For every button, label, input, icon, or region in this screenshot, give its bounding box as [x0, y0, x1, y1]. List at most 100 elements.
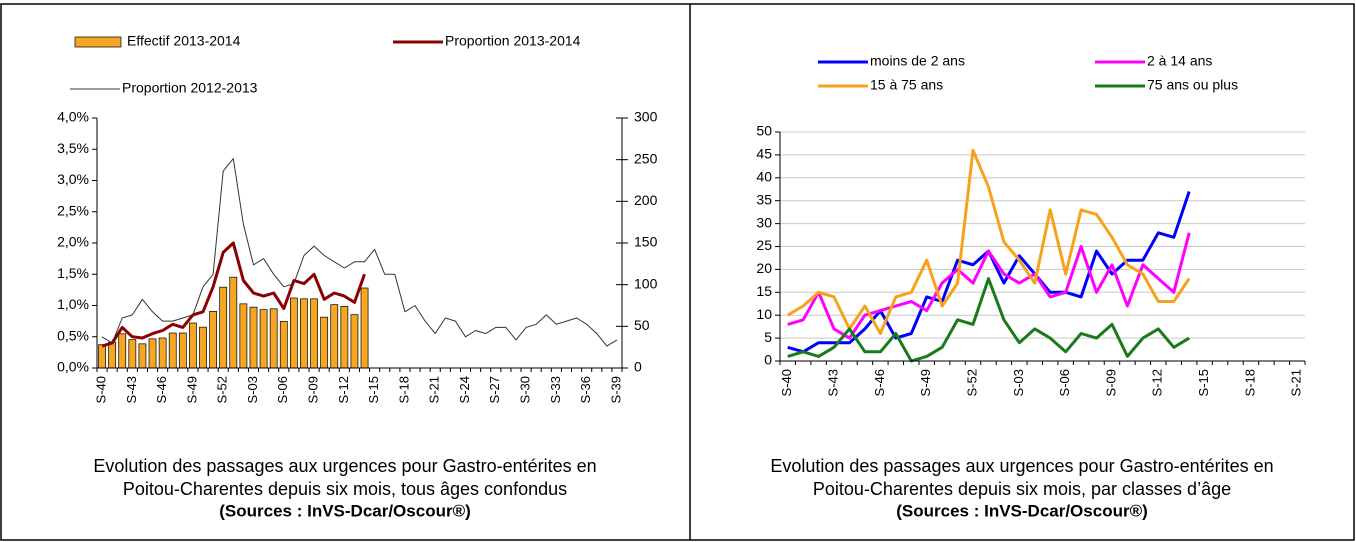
y-tick-label: 2,0% — [57, 234, 89, 250]
bar — [259, 309, 268, 369]
x-tick-label: S-52 — [215, 376, 230, 403]
bar — [108, 341, 117, 369]
x-tick-label: S-43 — [825, 369, 840, 396]
x-tick-label: S-21 — [427, 376, 442, 403]
y-tick-label: 3,5% — [57, 140, 89, 156]
y-tick-label: 1,0% — [57, 296, 89, 312]
y-tick-label: 15 — [756, 283, 772, 299]
y-tick-label: 0,5% — [57, 327, 89, 343]
legend-label: Proportion 2013-2014 — [445, 33, 581, 49]
y-tick-label: 30 — [756, 214, 772, 230]
x-tick-label: S-39 — [608, 376, 623, 403]
x-tick-label: S-06 — [1057, 369, 1072, 396]
x-tick-label: S-15 — [366, 376, 381, 403]
bar — [310, 298, 318, 369]
x-tick-label: S-09 — [306, 376, 321, 403]
y-tick-label: 0,0% — [57, 359, 89, 375]
bar — [320, 316, 329, 369]
x-tick-label: S-30 — [518, 376, 533, 403]
x-tick-label: S-27 — [487, 376, 502, 403]
bar — [168, 332, 177, 369]
x-tick-label: S-09 — [1103, 369, 1118, 396]
source: (Sources : InVS-Dcar/Oscour®) — [896, 501, 1148, 520]
caption: Evolution des passages aux urgences pour… — [93, 456, 596, 476]
legend-label: Proportion 2012-2013 — [122, 80, 258, 96]
bar — [118, 333, 127, 369]
x-tick-label: S-46 — [872, 369, 887, 396]
y2-tick-label: 150 — [634, 234, 658, 250]
x-tick-label: S-03 — [245, 376, 260, 403]
x-tick-label: S-06 — [275, 376, 290, 403]
caption: Poitou-Charentes depuis six mois, par cl… — [813, 479, 1231, 499]
y-tick-label: 45 — [756, 146, 772, 162]
bar — [178, 332, 187, 369]
x-tick-label: S-40 — [93, 376, 108, 403]
bar — [330, 304, 339, 369]
y-tick-label: 0 — [764, 352, 772, 368]
legend-swatch — [74, 36, 122, 48]
legend-label: 15 à 75 ans — [870, 77, 943, 93]
y-tick-label: 25 — [756, 237, 772, 253]
bar — [350, 314, 359, 369]
line-series — [787, 277, 1190, 363]
line-series — [101, 241, 366, 348]
caption: Poitou-Charentes depuis six mois, tous â… — [123, 479, 567, 499]
bar — [279, 320, 288, 369]
bar — [289, 297, 298, 369]
bar — [148, 338, 157, 369]
bar — [340, 305, 349, 369]
legend-label: moins de 2 ans — [870, 53, 965, 69]
outer-border — [0, 3, 1355, 541]
bar — [158, 337, 167, 369]
x-tick-label: S-24 — [457, 376, 472, 403]
bar — [249, 306, 258, 369]
bar — [209, 310, 217, 369]
x-tick-label: S-36 — [578, 376, 593, 403]
y2-tick-label: 100 — [634, 275, 658, 291]
y-tick-label: 1,5% — [57, 265, 89, 281]
x-tick-label: S-12 — [1150, 369, 1165, 396]
x-tick-label: S-49 — [184, 376, 199, 403]
y-tick-label: 10 — [756, 306, 772, 322]
y-tick-label: 40 — [756, 169, 772, 185]
y2-tick-label: 0 — [634, 359, 642, 375]
x-tick-label: S-18 — [396, 376, 411, 403]
caption: Evolution des passages aux urgences pour… — [770, 456, 1273, 476]
legend-label: 2 à 14 ans — [1147, 53, 1212, 69]
y2-tick-label: 200 — [634, 192, 658, 208]
bar — [199, 326, 207, 369]
x-tick-label: S-40 — [779, 369, 794, 396]
y2-tick-label: 300 — [634, 109, 658, 125]
bar — [128, 339, 137, 369]
y-tick-label: 20 — [756, 260, 772, 276]
y-tick-label: 5 — [764, 329, 772, 345]
legend-label: Effectif 2013-2014 — [127, 33, 241, 49]
y-tick-label: 4,0% — [57, 109, 89, 125]
bar — [269, 308, 278, 369]
y-tick-label: 35 — [756, 191, 772, 207]
bar — [138, 343, 147, 369]
legend-label: 75 ans ou plus — [1147, 77, 1238, 93]
x-tick-label: S-49 — [918, 369, 933, 396]
y-tick-label: 50 — [756, 123, 772, 139]
y2-tick-label: 50 — [634, 317, 650, 333]
x-tick-label: S-52 — [964, 369, 979, 396]
bar — [189, 322, 197, 369]
x-tick-label: S-33 — [548, 376, 563, 403]
x-tick-label: S-12 — [336, 376, 351, 403]
x-tick-label: S-46 — [154, 376, 169, 403]
y2-tick-label: 250 — [634, 150, 658, 166]
line-series — [787, 232, 1191, 340]
bar — [219, 286, 228, 369]
line-series — [786, 148, 1191, 335]
y-tick-label: 3,0% — [57, 171, 89, 187]
x-tick-label: S-15 — [1196, 369, 1211, 396]
y-tick-label: 2,5% — [57, 202, 89, 218]
x-tick-label: S-43 — [124, 376, 139, 403]
x-tick-label: S-18 — [1242, 369, 1257, 396]
bar — [239, 303, 248, 369]
line-series — [101, 158, 618, 347]
source: (Sources : InVS-Dcar/Oscour®) — [219, 501, 471, 520]
x-tick-label: S-21 — [1289, 369, 1304, 396]
